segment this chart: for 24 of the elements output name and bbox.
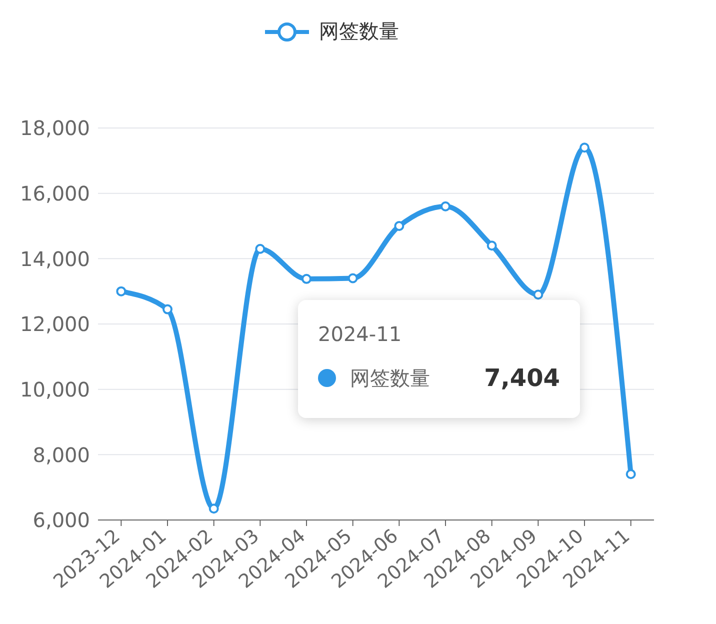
- point: [580, 142, 590, 153]
- point: [626, 469, 636, 480]
- point: [208, 504, 219, 514]
- legend-label: 网签数量: [319, 18, 399, 45]
- point: [302, 274, 312, 284]
- y-tick-label: 18,000: [20, 116, 90, 140]
- point: [255, 244, 266, 254]
- point: [533, 290, 544, 300]
- point: [116, 286, 126, 296]
- y-tick-label: 6,000: [32, 508, 90, 532]
- y-tick-label: 14,000: [20, 246, 90, 271]
- annotation: 7,404: [484, 364, 560, 392]
- point: [348, 273, 358, 284]
- annotation: 2024-11: [318, 322, 403, 346]
- annotation: 网签数量: [350, 364, 431, 392]
- y-tick-label: 16,000: [20, 181, 90, 206]
- y-tick-label: 8,000: [32, 442, 90, 467]
- point: [162, 304, 172, 314]
- tooltip-card: 2024-11 网签数量 7,404: [298, 300, 580, 418]
- point: [440, 201, 450, 212]
- point: [486, 240, 497, 251]
- y-tick-label: 10,000: [20, 377, 90, 402]
- point: [394, 221, 404, 231]
- y-tick-label: 12,000: [20, 312, 90, 336]
